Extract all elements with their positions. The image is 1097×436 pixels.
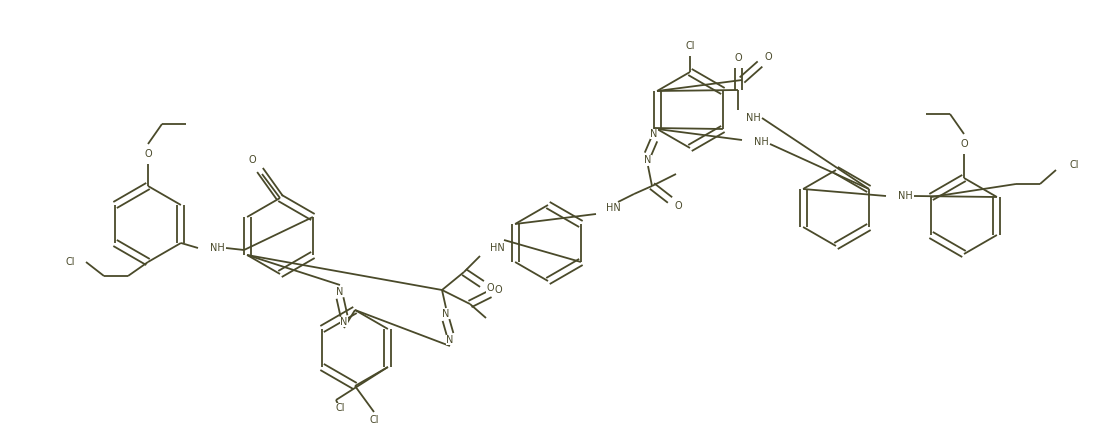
Text: N: N [340, 317, 348, 327]
Text: N: N [446, 335, 454, 345]
Text: Cl: Cl [370, 415, 378, 425]
Text: Cl: Cl [686, 41, 694, 51]
Text: O: O [675, 201, 682, 211]
Text: N: N [651, 129, 658, 139]
Text: NH: NH [754, 137, 769, 147]
Text: O: O [494, 285, 501, 295]
Text: N: N [644, 155, 652, 165]
Text: O: O [960, 139, 968, 149]
Text: HN: HN [490, 243, 505, 253]
Text: NH: NH [746, 113, 760, 123]
Text: O: O [734, 53, 742, 63]
Text: NH: NH [210, 243, 225, 253]
Text: HN: HN [606, 203, 621, 213]
Text: Cl: Cl [65, 257, 75, 267]
Text: O: O [486, 283, 494, 293]
Text: O: O [248, 155, 256, 165]
Text: Cl: Cl [336, 403, 344, 413]
Text: N: N [337, 287, 343, 297]
Text: N: N [442, 309, 450, 319]
Text: O: O [144, 149, 151, 159]
Text: O: O [765, 52, 772, 62]
Text: NH: NH [898, 191, 913, 201]
Text: Cl: Cl [1070, 160, 1079, 170]
